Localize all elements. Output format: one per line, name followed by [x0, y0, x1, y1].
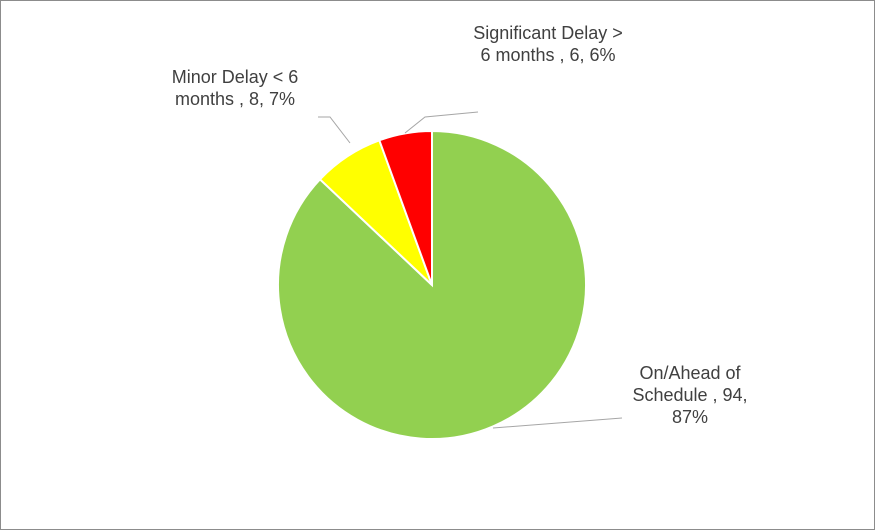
leader-line	[492, 417, 623, 429]
leader-line	[404, 111, 479, 134]
leader-line	[318, 116, 351, 144]
pie-slice	[378, 129, 433, 286]
data-label: Significant Delay > 6 months , 6, 6%	[473, 23, 623, 65]
data-label: On/Ahead of Schedule , 94, 87%	[632, 363, 748, 427]
data-label: Minor Delay < 6 months , 8, 7%	[171, 67, 299, 109]
